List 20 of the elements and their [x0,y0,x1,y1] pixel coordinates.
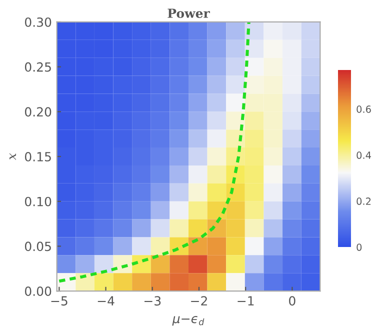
y-tick-label: 0.10 [24,196,52,206]
y-tick-label: 0.15 [24,152,51,162]
y-tick-label: 0.25 [24,62,51,72]
y-tick-label: 0.20 [24,107,52,117]
chart-title: Power [168,8,210,18]
y-tick-label: 0.00 [24,286,52,296]
y-tick-label: 0.30 [24,17,52,27]
color-bar-label: 0 [356,244,362,251]
x-tick-label: −3 [144,296,161,306]
x-tick-label: −4 [98,296,114,306]
color-bar-label: 0.4 [356,152,371,159]
x-tick-label: −5 [51,296,68,306]
color-bar-label: 0.6 [356,106,371,113]
x-tick-label: −1 [238,296,254,306]
x-tick-label: 0 [289,296,296,306]
color-bar-label: 0.2 [356,198,371,205]
y-tick-label: 0.05 [24,242,51,252]
y-axis-title: x [10,153,16,160]
x-axis-title: μ−ϵ$_{d}$ [172,316,204,326]
x-tick-label: −2 [191,296,207,306]
